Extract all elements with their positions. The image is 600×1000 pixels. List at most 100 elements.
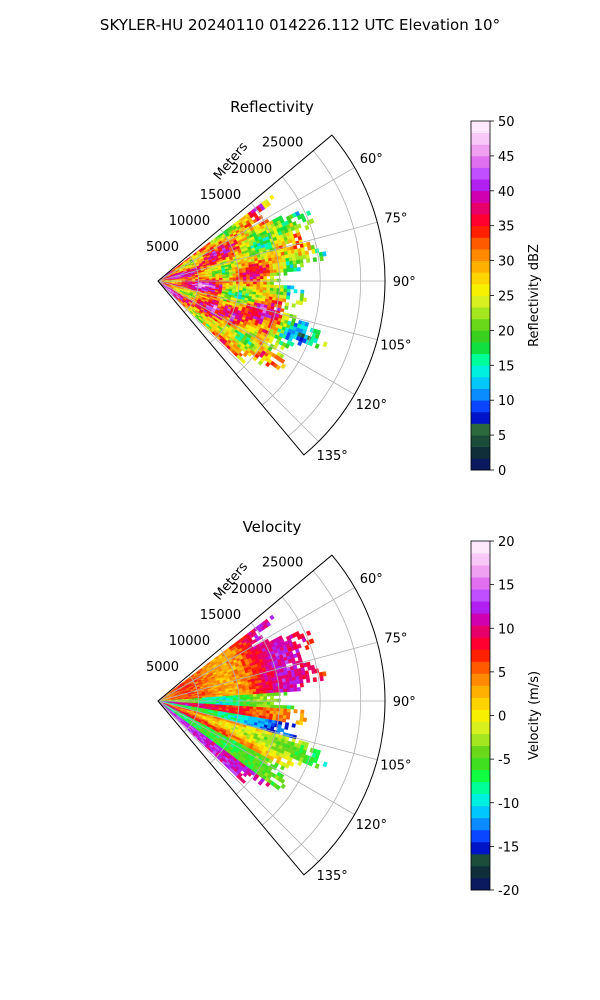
velocity-cell <box>276 708 281 712</box>
reflectivity-cell <box>309 218 315 224</box>
reflectivity-cell <box>256 279 261 283</box>
colorbar-tick-label: 20 <box>498 324 515 339</box>
reflectivity-cell <box>253 276 257 280</box>
reflectivity-cell <box>279 288 284 293</box>
velocity-cell <box>239 697 244 700</box>
colorbar-tick-label: 15 <box>498 579 515 594</box>
velocity-cell <box>252 706 257 710</box>
velocity-cell <box>314 763 320 770</box>
reflectivity-cell <box>284 305 289 310</box>
colorbar-segment <box>471 400 490 413</box>
reflectivity-cell <box>290 285 295 290</box>
reflectivity-cell <box>299 293 305 298</box>
velocity-cell <box>259 696 264 700</box>
reflectivity-cell <box>232 277 237 280</box>
colorbar-segment <box>471 697 490 710</box>
colorbar-segment <box>471 637 490 650</box>
reflectivity-cell <box>249 286 254 290</box>
velocity-cell <box>259 687 264 692</box>
reflectivity-cell <box>257 360 263 366</box>
azimuth-tick-label: 75° <box>384 211 407 226</box>
azimuth-spoke <box>157 167 355 282</box>
velocity-cell <box>256 704 261 708</box>
reflectivity-cell <box>229 281 234 284</box>
reflectivity-cell <box>225 277 230 280</box>
reflectivity-cell <box>242 276 247 280</box>
colorbar-segment <box>471 225 490 238</box>
velocity-cell <box>279 685 284 690</box>
velocity-cell <box>279 714 284 719</box>
velocity-cell <box>256 706 261 711</box>
azimuth-spoke <box>157 280 378 341</box>
colorbar-segment <box>471 307 490 320</box>
reflectivity-cell <box>259 270 264 275</box>
velocity-cell <box>249 706 254 710</box>
colorbar-tick-label: 25 <box>498 290 515 305</box>
velocity-cell <box>263 698 268 703</box>
colorbar-tick-label: -20 <box>498 884 519 899</box>
velocity-cell <box>249 691 254 695</box>
colorbar-tick-label: 5 <box>498 666 506 681</box>
range-ring <box>209 228 240 344</box>
colorbar-tick-label: 10 <box>498 394 515 409</box>
reflectivity-cell <box>259 281 264 285</box>
colorbar-segment <box>471 721 490 734</box>
reflectivity-cell <box>270 278 274 283</box>
velocity-cell <box>265 687 271 691</box>
colorbar-segment <box>471 353 490 366</box>
velocity-cell <box>239 692 244 696</box>
reflectivity-cell <box>263 284 268 288</box>
reflectivity-cell <box>208 278 213 281</box>
colorbar-segment <box>471 214 490 227</box>
reflectivity-cell <box>266 270 271 274</box>
velocity-cell <box>276 711 281 716</box>
reflectivity-cell <box>305 254 310 260</box>
colorbar-segment <box>471 661 490 674</box>
colorbar-tick-label: 0 <box>498 710 506 725</box>
colorbar-segment <box>471 272 490 285</box>
velocity-cell <box>229 695 233 699</box>
reflectivity-cell <box>283 288 288 293</box>
velocity-cell <box>282 715 287 720</box>
colorbar-segment <box>471 745 490 759</box>
reflectivity-azimuth-ticks: 60°75°90°105°120°135° <box>316 152 415 464</box>
velocity-cell <box>276 692 281 696</box>
velocity-cell <box>273 707 278 712</box>
reflectivity-title: Reflectivity <box>230 98 314 116</box>
reflectivity-cell <box>285 295 291 300</box>
reflectivity-cell <box>269 287 274 292</box>
reflectivity-cell <box>268 263 274 268</box>
reflectivity-cell <box>269 266 274 271</box>
velocity-cell <box>269 710 274 715</box>
colorbar-segment <box>471 589 490 602</box>
colorbar-segment <box>471 190 490 203</box>
colorbar-segment <box>471 295 490 308</box>
velocity-cell <box>252 693 257 697</box>
reflectivity-cell <box>215 278 220 281</box>
reflectivity-cell <box>322 341 328 348</box>
colorbar-segment <box>471 458 490 471</box>
range-tick-label: 10000 <box>169 214 210 229</box>
colorbar-segment <box>471 318 490 331</box>
reflectivity-cell <box>292 260 297 265</box>
reflectivity-cell <box>273 278 278 283</box>
velocity-cell <box>279 708 284 713</box>
reflectivity-cell <box>282 298 287 303</box>
colorbar-tick-label: 50 <box>498 115 515 130</box>
range-ring <box>261 176 321 406</box>
reflectivity-cell <box>242 281 247 285</box>
velocity-cell <box>263 693 268 697</box>
velocity-cell <box>290 705 295 710</box>
velocity-cell <box>259 690 264 695</box>
velocity-cell <box>256 691 261 695</box>
reflectivity-cell <box>249 284 254 287</box>
reflectivity-cell <box>273 287 278 292</box>
velocity-cell <box>273 698 278 703</box>
velocity-cell <box>269 704 274 709</box>
velocity-azimuth-ticks: 60°75°90°105°120°135° <box>316 572 415 884</box>
reflectivity-cell <box>286 264 291 269</box>
reflectivity-cell <box>269 194 275 201</box>
velocity-cell <box>222 701 227 704</box>
velocity-cell <box>273 692 278 697</box>
reflectivity-cell <box>252 286 257 290</box>
